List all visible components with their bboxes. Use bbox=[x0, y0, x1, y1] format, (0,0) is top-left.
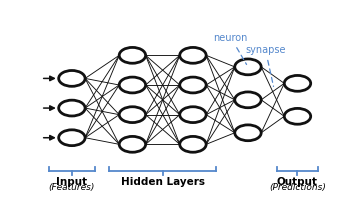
Text: (Features): (Features) bbox=[49, 183, 95, 192]
Circle shape bbox=[119, 136, 146, 152]
Circle shape bbox=[59, 130, 85, 146]
Circle shape bbox=[284, 76, 311, 91]
Circle shape bbox=[180, 48, 206, 63]
Circle shape bbox=[284, 108, 311, 124]
Text: Output: Output bbox=[277, 177, 318, 187]
Circle shape bbox=[235, 125, 261, 141]
Circle shape bbox=[235, 92, 261, 108]
Circle shape bbox=[119, 77, 146, 93]
Circle shape bbox=[59, 70, 85, 86]
Circle shape bbox=[119, 48, 146, 63]
Circle shape bbox=[180, 77, 206, 93]
Text: synapse: synapse bbox=[245, 45, 286, 86]
Circle shape bbox=[119, 107, 146, 123]
Circle shape bbox=[235, 59, 261, 75]
Text: Hidden Layers: Hidden Layers bbox=[121, 177, 205, 187]
Circle shape bbox=[59, 100, 85, 116]
Text: Input: Input bbox=[56, 177, 87, 187]
Circle shape bbox=[180, 107, 206, 123]
Text: (Predictions): (Predictions) bbox=[269, 183, 326, 192]
Text: neuron: neuron bbox=[214, 33, 248, 64]
Circle shape bbox=[180, 136, 206, 152]
